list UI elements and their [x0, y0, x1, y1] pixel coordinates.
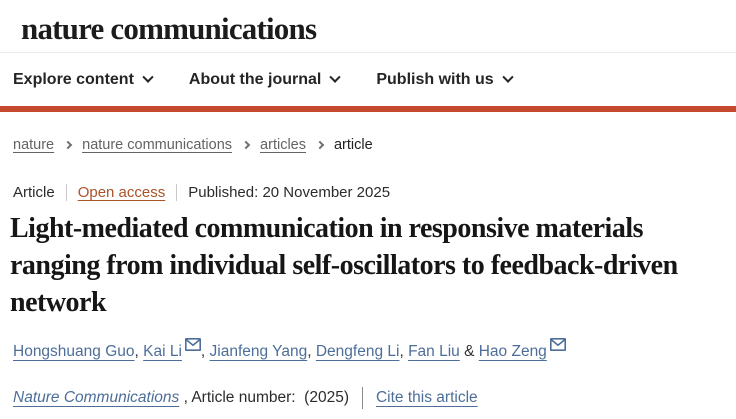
published-date: Published: 20 November 2025 — [188, 184, 391, 201]
chevron-right-icon — [63, 140, 73, 150]
logo-row: nature communications — [0, 0, 736, 53]
chevron-down-icon — [502, 71, 514, 83]
breadcrumb-link-nature[interactable]: nature — [13, 137, 55, 153]
article-header: Article Open access Published: 20 Novemb… — [0, 184, 736, 409]
author-link[interactable]: Hao Zeng — [478, 343, 547, 360]
open-access-link[interactable]: Open access — [77, 184, 166, 201]
envelope-icon[interactable] — [184, 338, 201, 351]
author-separator: , — [307, 343, 316, 360]
citation-divider — [361, 387, 363, 409]
nav-publish-with-us-label: Publish with us — [376, 70, 494, 88]
nav-explore-content[interactable]: Explore content — [13, 70, 154, 89]
chevron-down-icon — [142, 71, 154, 83]
author-link[interactable]: Hongshuang Guo — [13, 343, 135, 360]
author-link[interactable]: Dengfeng Li — [315, 343, 400, 360]
author-separator: , — [200, 343, 210, 360]
article-type-label: Article — [13, 184, 55, 201]
author-link[interactable]: Jianfeng Yang — [209, 343, 308, 360]
author-link[interactable]: Fan Liu — [408, 343, 460, 360]
journal-logo[interactable]: nature communications — [21, 11, 317, 46]
author-link[interactable]: Kai Li — [143, 343, 182, 360]
citation-row: Nature Communications , Article number: … — [13, 387, 736, 409]
article-title: Light-mediated communication in responsi… — [10, 213, 678, 318]
site-header: nature communications Explore content Ab… — [0, 0, 736, 112]
chevron-right-icon — [241, 140, 251, 150]
chevron-right-icon — [315, 140, 325, 150]
article-number-text: , Article number: (2025) — [179, 389, 349, 406]
chevron-down-icon — [329, 71, 342, 83]
meta-divider — [176, 184, 178, 201]
authors-row: Hongshuang Guo, Kai Li , Jianfeng Yang, … — [13, 338, 736, 361]
breadcrumb-link-articles[interactable]: articles — [260, 137, 306, 153]
article-meta: Article Open access Published: 20 Novemb… — [13, 184, 736, 201]
nav-about-the-journal[interactable]: About the journal — [188, 70, 342, 89]
author-separator: , — [134, 343, 144, 360]
author-separator: & — [459, 343, 479, 360]
cite-this-article-link[interactable]: Cite this article — [375, 389, 478, 406]
journal-link[interactable]: Nature Communications — [13, 389, 180, 406]
meta-divider — [65, 184, 67, 201]
breadcrumb-current-article: article — [333, 137, 373, 153]
breadcrumb: nature nature communications articles ar… — [0, 112, 736, 153]
page: nature communications Explore content Ab… — [0, 0, 736, 409]
nav-about-the-journal-label: About the journal — [188, 70, 322, 88]
nav-publish-with-us[interactable]: Publish with us — [376, 70, 514, 89]
nav-explore-content-label: Explore content — [13, 70, 134, 88]
breadcrumb-link-nature-communications[interactable]: nature communications — [82, 137, 233, 153]
accent-bar — [0, 106, 736, 112]
envelope-icon[interactable] — [549, 338, 566, 351]
author-separator: , — [399, 343, 409, 360]
main-nav: Explore content About the journal Publis… — [0, 53, 736, 106]
